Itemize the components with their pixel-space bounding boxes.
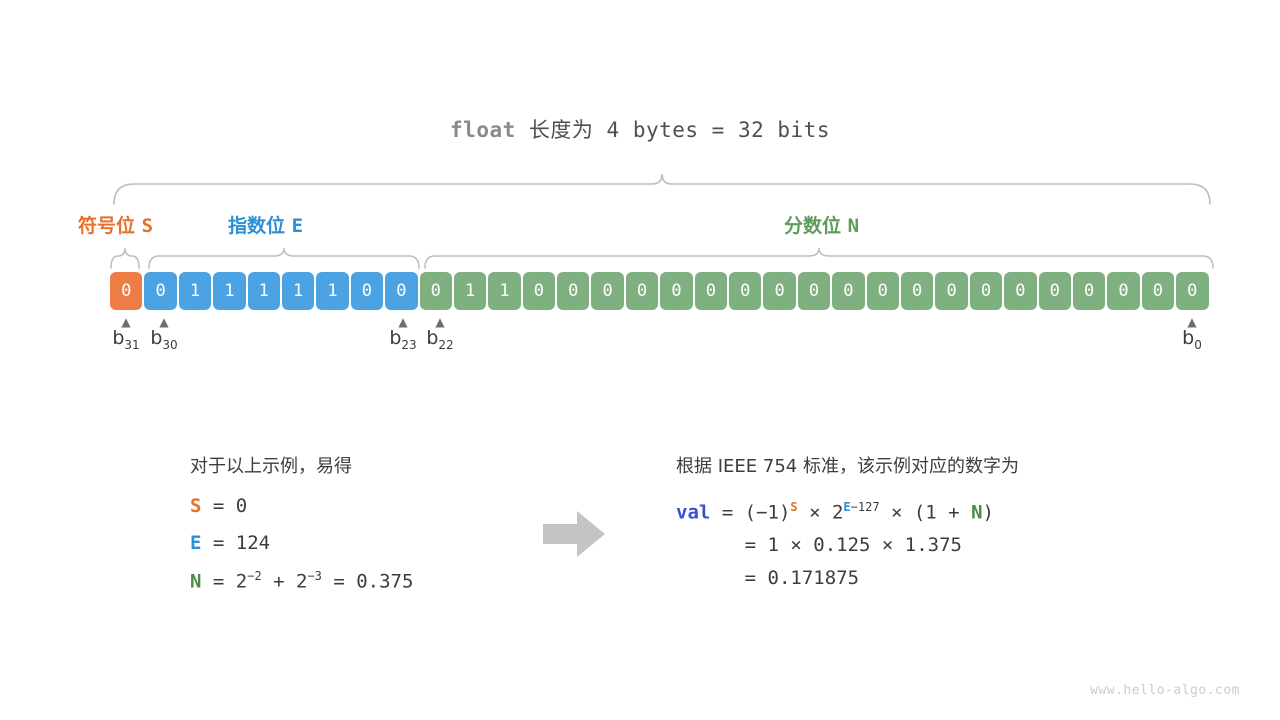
bit-cell-fraction-22: 0: [1176, 272, 1209, 310]
equation-val-line2: = 1 × 0.125 × 1.375: [676, 534, 962, 557]
bit-cell-fraction-6: 0: [625, 272, 659, 310]
bit-cell-fraction-15: 0: [935, 272, 968, 310]
bit-cell-fraction-4: 0: [557, 272, 590, 310]
bit-cell-fraction-16: 0: [969, 272, 1003, 310]
bit-cell-fraction-1: 1: [453, 272, 487, 310]
caret-icon: ▲: [159, 315, 169, 329]
label-exponent-text: 指数位: [228, 215, 292, 237]
caret-icon: ▲: [398, 315, 408, 329]
equation-val: val = (−1)S × 2E−127 × (1 + N): [676, 500, 994, 524]
label-exponent-symbol: E: [291, 215, 304, 237]
bit-marker-b31-label: b31: [112, 327, 140, 352]
equation-e: E = 124: [190, 532, 271, 554]
left-block-heading: 对于以上示例，易得: [190, 456, 352, 477]
bit-cell-sign-0: 0: [110, 272, 143, 310]
sign-section-brace: [110, 247, 140, 269]
bit-cell-fraction-8: 0: [694, 272, 728, 310]
label-sign-text: 符号位: [78, 215, 142, 237]
bit-cell-fraction-14: 0: [900, 272, 934, 310]
bit-cell-exponent-7: 0: [385, 272, 418, 310]
bit-cell-fraction-5: 0: [591, 272, 624, 310]
label-sign-bit: 符号位 S: [78, 211, 153, 238]
bit-cell-exponent-1: 1: [178, 272, 212, 310]
title-rest: 长度为 4 bytes = 32 bits: [515, 118, 830, 142]
bit-cell-exponent-2: 1: [213, 272, 246, 310]
equation-n: N = 2−2 + 2−3 = 0.375: [190, 569, 414, 593]
bit-cell-exponent-6: 0: [350, 272, 384, 310]
bit-cell-fraction-9: 0: [729, 272, 762, 310]
bit-cell-fraction-11: 0: [797, 272, 831, 310]
bit-marker-b23: ▲ b23: [381, 315, 425, 356]
bit-cell-fraction-20: 0: [1107, 272, 1140, 310]
bit-cell-exponent-4: 1: [281, 272, 315, 310]
bit-cell-fraction-19: 0: [1072, 272, 1106, 310]
label-exponent-bits: 指数位 E: [228, 211, 303, 238]
bit-marker-b22: ▲ b22: [418, 315, 462, 356]
bit-cell-exponent-0: 0: [144, 272, 177, 310]
diagram-title: float 长度为 4 bytes = 32 bits: [0, 114, 1280, 144]
bit-marker-b0-label: b0: [1182, 327, 1202, 352]
bit-marker-b30: ▲ b30: [142, 315, 186, 356]
bit-cell-fraction-7: 0: [660, 272, 693, 310]
label-fraction-text: 分数位: [784, 215, 848, 237]
bit-cell-fraction-3: 0: [522, 272, 556, 310]
bit-cell-fraction-18: 0: [1038, 272, 1071, 310]
bit-cell-exponent-5: 1: [316, 272, 349, 310]
title-type-name: float: [450, 118, 516, 142]
caret-icon: ▲: [1187, 315, 1197, 329]
label-fraction-bits: 分数位 N: [784, 211, 859, 238]
caret-icon: ▲: [121, 315, 131, 329]
bit-marker-b23-label: b23: [389, 327, 417, 352]
left-explanation-block: 对于以上示例，易得 S = 0 E = 124 N = 2−2 + 2−3 = …: [190, 452, 413, 607]
bit-cell-fraction-21: 0: [1141, 272, 1175, 310]
exponent-section-brace: [148, 247, 420, 269]
bit-marker-b0: ▲ b0: [1172, 315, 1212, 356]
right-explanation-block: 根据 IEEE 754 标准，该示例对应的数字为 val = (−1)S × 2…: [676, 452, 1019, 600]
bit-cell-fraction-17: 0: [1004, 272, 1037, 310]
bit-marker-b31: ▲ b31: [104, 315, 148, 356]
bit-cell-fraction-12: 0: [832, 272, 865, 310]
right-block-heading: 根据 IEEE 754 标准，该示例对应的数字为: [676, 456, 1019, 477]
label-fraction-symbol: N: [847, 215, 860, 237]
bit-cell-exponent-3: 1: [247, 272, 280, 310]
watermark: www.hello-algo.com: [1090, 683, 1240, 698]
equation-val-line3: = 0.171875: [676, 567, 860, 590]
full-width-brace: [113, 173, 1211, 205]
label-sign-symbol: S: [141, 215, 154, 237]
bit-cell-fraction-13: 0: [866, 272, 899, 310]
bit-cell-fraction-10: 0: [763, 272, 796, 310]
bit-cell-fraction-2: 1: [488, 272, 521, 310]
fraction-section-brace: [424, 247, 1214, 269]
caret-icon: ▲: [435, 315, 445, 329]
bit-cell-fraction-0: 0: [419, 272, 452, 310]
right-arrow-icon: [543, 511, 605, 557]
bit-marker-b22-label: b22: [426, 327, 454, 352]
bit-marker-b30-label: b30: [150, 327, 178, 352]
equation-s: S = 0: [190, 495, 248, 517]
